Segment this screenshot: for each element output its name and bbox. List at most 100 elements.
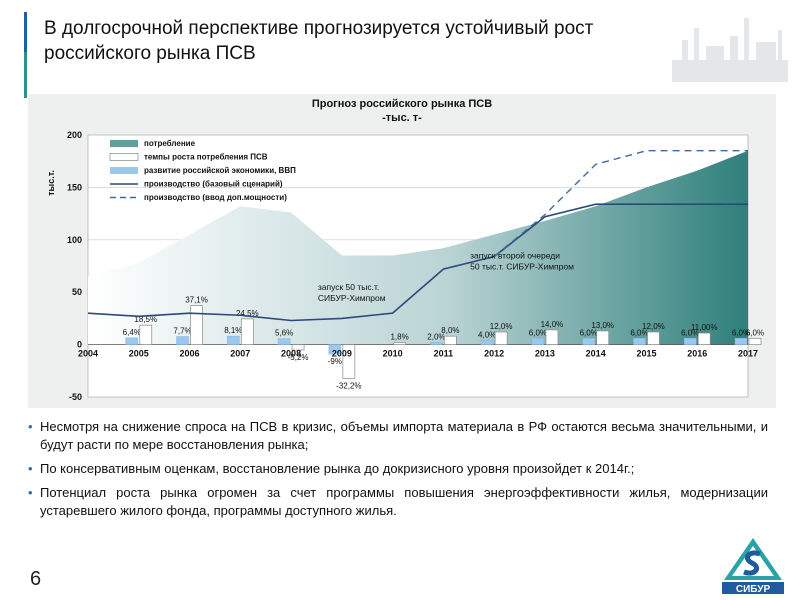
chart-title: Прогноз российского рынка ПСВ bbox=[311, 98, 493, 110]
bar-consumption-growth bbox=[647, 331, 660, 345]
bar-gdp bbox=[683, 338, 697, 345]
bullet-list: • Несмотря на снижение спроса на ПСВ в кр… bbox=[28, 418, 768, 526]
bar-consumption-growth bbox=[494, 331, 508, 345]
legend-label: производство (базовый сценарий) bbox=[144, 180, 283, 189]
industrial-plant-icon bbox=[672, 18, 788, 82]
bar-gdp-label: 6,4% bbox=[123, 328, 141, 337]
bar-consumption-growth-label: -5,2% bbox=[288, 353, 309, 362]
bar-gdp bbox=[633, 338, 646, 345]
x-tick-label: 2011 bbox=[434, 349, 454, 359]
y-tick-label: 200 bbox=[67, 130, 82, 140]
bullet-dot-icon: • bbox=[28, 461, 33, 476]
x-tick-label: 2014 bbox=[586, 349, 606, 359]
bar-gdp bbox=[430, 342, 443, 345]
bar-consumption-growth-label: 1,8% bbox=[390, 333, 408, 342]
x-tick-label: 2008 bbox=[281, 349, 301, 359]
bar-gdp-label: 4,0% bbox=[478, 330, 496, 339]
x-tick-label: 2004 bbox=[78, 349, 98, 359]
legend-swatch-bar-white bbox=[109, 153, 139, 161]
slide-title-line2: российского рынка ПСВ bbox=[44, 43, 256, 64]
bar-consumption-growth-label: 18,5% bbox=[134, 315, 157, 324]
legend-label: производство (ввод доп.мощности) bbox=[144, 193, 287, 202]
bar-consumption-growth-label: 12,0% bbox=[642, 322, 665, 331]
bar-gdp-label: 6,0% bbox=[630, 328, 648, 337]
bullet-text: По консервативным оценкам, восстановлени… bbox=[40, 461, 635, 476]
slide-title-line1: В долгосрочной перспективе прогнозируетс… bbox=[44, 18, 594, 39]
x-tick-label: 2013 bbox=[535, 349, 555, 359]
y-tick-label: 0 bbox=[77, 340, 82, 350]
legend-label: темпы роста потребления ПСВ bbox=[144, 153, 268, 162]
chart-annotation: 50 тыс.т. СИБУР-Химпром bbox=[470, 262, 574, 272]
bullet-text: Потенциал роста рынка огромен за счет пр… bbox=[40, 485, 768, 518]
x-tick-label: 2005 bbox=[129, 349, 149, 359]
x-tick-label: 2010 bbox=[383, 349, 403, 359]
legend-label: потребление bbox=[144, 139, 196, 148]
title-accent-bar bbox=[24, 12, 27, 98]
x-tick-label: 2017 bbox=[738, 349, 758, 359]
y-tick-label: 50 bbox=[72, 287, 82, 297]
y-tick-label: 150 bbox=[67, 182, 82, 192]
x-tick-label: 2012 bbox=[484, 349, 504, 359]
chart-annotation: СИБУР-Химпром bbox=[318, 293, 386, 303]
bar-gdp bbox=[734, 338, 748, 345]
bar-gdp-label: 5,6% bbox=[275, 329, 293, 338]
x-tick-label: 2009 bbox=[332, 349, 352, 359]
y-tick-label: -50 bbox=[69, 392, 82, 402]
logo-text: СИБУР bbox=[736, 584, 771, 595]
bar-consumption-growth bbox=[393, 342, 406, 345]
bar-consumption-growth-label: 24,5% bbox=[236, 309, 259, 318]
bar-consumption-growth-label: 11,00% bbox=[691, 323, 718, 332]
bar-gdp-label: 6,0% bbox=[732, 328, 750, 337]
bullet-dot-icon: • bbox=[28, 419, 33, 434]
bar-consumption-growth bbox=[545, 329, 559, 345]
bar-consumption-growth-label: 12,0% bbox=[490, 322, 513, 331]
bar-gdp-label: 7,7% bbox=[173, 327, 191, 336]
title-accent-bar-top bbox=[24, 12, 27, 52]
bar-gdp-label: 6,0% bbox=[580, 328, 598, 337]
chart-subtitle: -тыс. т- bbox=[382, 112, 422, 124]
bar-consumption-growth-label: 6,0% bbox=[746, 328, 764, 337]
bar-consumption-growth bbox=[240, 318, 254, 345]
slide-title: В долгосрочной перспективе прогнозируетс… bbox=[44, 16, 644, 66]
bullet-item: • Потенциал роста рынка огромен за счет п… bbox=[28, 484, 768, 520]
line-production-expansion bbox=[493, 150, 748, 258]
bar-gdp-label: -9% bbox=[328, 357, 342, 366]
bar-consumption-growth bbox=[342, 344, 356, 379]
bullet-item: • По консервативным оценкам, восстановлен… bbox=[28, 460, 768, 478]
bar-consumption-growth-label: 8,0% bbox=[441, 326, 459, 335]
bar-consumption-growth-label: 37,1% bbox=[185, 296, 208, 305]
bar-consumption-growth bbox=[139, 324, 153, 345]
line-production-base bbox=[87, 203, 748, 322]
bar-gdp bbox=[582, 338, 595, 345]
legend-label: развитие российской экономики, ВВП bbox=[144, 166, 296, 175]
bar-gdp-label: 2,0% bbox=[427, 333, 445, 342]
sibur-logo: СИБУР bbox=[722, 538, 784, 595]
bullet-text: Несмотря на снижение спроса на ПСВ в кри… bbox=[40, 419, 768, 452]
x-tick-label: 2015 bbox=[636, 349, 656, 359]
x-tick-label: 2016 bbox=[687, 349, 707, 359]
bar-consumption-growth bbox=[444, 335, 457, 345]
bar-gdp bbox=[328, 344, 342, 355]
y-tick-label: 100 bbox=[67, 235, 82, 245]
bullet-item: • Несмотря на снижение спроса на ПСВ в кр… bbox=[28, 418, 768, 454]
x-tick-label: 2007 bbox=[230, 349, 250, 359]
bar-gdp bbox=[176, 336, 189, 345]
chart-panel: Прогноз российского рынка ПСВ -тыс. т- -… bbox=[28, 94, 776, 408]
area-consumption bbox=[88, 150, 748, 345]
bar-consumption-growth bbox=[596, 330, 610, 345]
page-number: 6 bbox=[30, 568, 42, 590]
x-tick-label: 2006 bbox=[180, 349, 200, 359]
bar-gdp-label: 6,0% bbox=[529, 328, 547, 337]
chart-annotation: запуск второй очереди bbox=[470, 251, 560, 261]
bar-consumption-growth-label: 14,0% bbox=[541, 320, 564, 329]
bar-consumption-growth bbox=[748, 337, 762, 345]
bar-gdp bbox=[480, 340, 494, 345]
bar-consumption-growth-label: -32,2% bbox=[336, 381, 361, 390]
y-axis-label: тыс.т. bbox=[46, 170, 56, 196]
bar-gdp bbox=[277, 338, 291, 345]
bar-consumption-growth-label: 13,0% bbox=[591, 321, 614, 330]
bar-gdp bbox=[531, 338, 545, 345]
legend-swatch-bar-blue bbox=[110, 167, 138, 174]
bar-consumption-growth bbox=[291, 344, 305, 351]
legend-swatch-area bbox=[110, 140, 138, 147]
